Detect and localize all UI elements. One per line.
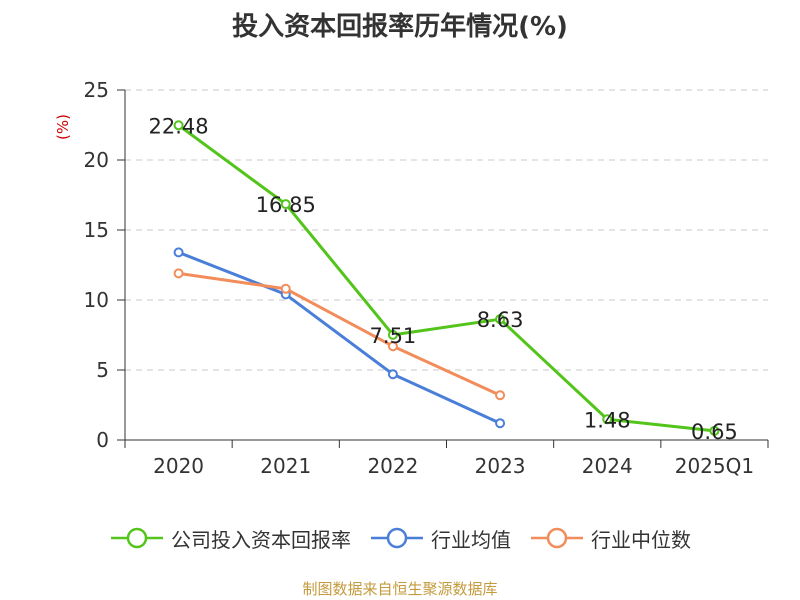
data-label: 22.48 [149, 114, 209, 138]
data-label: 8.63 [477, 308, 524, 332]
legend-item-industry-median[interactable]: 行业中位数 [529, 524, 691, 553]
series-line-1 [178, 251, 501, 425]
data-point [280, 199, 291, 210]
data-label: 16.85 [256, 193, 316, 217]
legend: 公司投入资本回报率 行业均值 行业中位数 [0, 520, 800, 556]
data-point [173, 247, 184, 258]
y-tick-label: 15 [84, 218, 109, 242]
data-point [387, 341, 398, 352]
y-tick-label: 20 [84, 148, 109, 172]
y-axis-label: (%) [54, 114, 72, 140]
chart-title: 投入资本回报率历年情况(%) [232, 12, 568, 42]
series-line-0 [177, 124, 715, 433]
data-label: 1.48 [584, 408, 631, 432]
data-point [602, 414, 613, 425]
legend-swatch-industry-mean [371, 527, 423, 549]
x-tick-label: 2022 [367, 454, 418, 478]
legend-item-industry-mean[interactable]: 行业均值 [369, 524, 511, 553]
x-tick-label: 2025Q1 [675, 454, 754, 478]
data-point [495, 314, 506, 325]
series-line-2 [178, 271, 501, 397]
x-tick-label: 2024 [582, 454, 633, 478]
legend-item-company[interactable]: 公司投入资本回报率 [109, 524, 351, 553]
legend-label-industry-median: 行业中位数 [591, 527, 691, 552]
data-label: 7.51 [370, 324, 417, 348]
legend-label-company: 公司投入资本回报率 [171, 527, 351, 552]
y-tick-label: 25 [84, 78, 109, 102]
x-tick-label: 2020 [153, 454, 204, 478]
x-tick-label: 2023 [475, 454, 526, 478]
data-point [387, 329, 398, 340]
y-tick-label: 0 [96, 428, 109, 452]
data-point [173, 120, 184, 131]
data-point [280, 283, 291, 294]
source-note: 制图数据来自恒生聚源数据库 [302, 580, 498, 598]
data-point [495, 418, 506, 429]
y-tick-label: 5 [96, 358, 109, 382]
data-point [709, 425, 720, 436]
data-point [495, 390, 506, 401]
legend-swatch-company [111, 527, 163, 549]
data-point [173, 268, 184, 279]
legend-label-industry-mean: 行业均值 [431, 527, 511, 552]
data-point [387, 369, 398, 380]
y-tick-label: 10 [84, 288, 109, 312]
legend-swatch-industry-median [531, 527, 583, 549]
data-label: 0.65 [691, 420, 738, 444]
x-tick-label: 2021 [260, 454, 311, 478]
